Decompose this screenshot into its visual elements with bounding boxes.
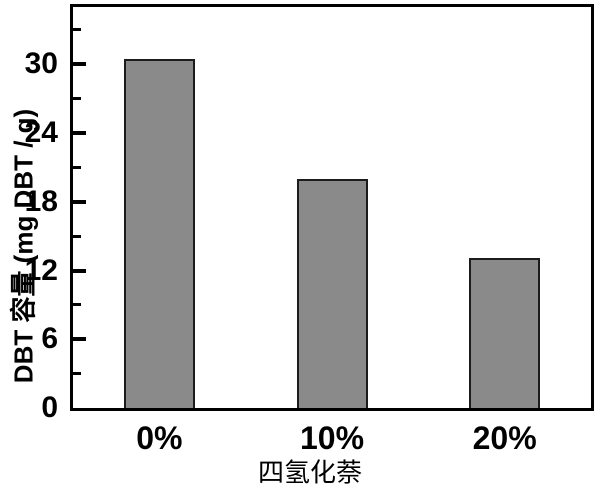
y-minor-tick: [73, 165, 81, 169]
y-major-tick: [73, 268, 86, 273]
y-tick-label: 0: [41, 391, 58, 424]
y-minor-tick: [73, 28, 81, 32]
y-tick-label: 30: [24, 47, 58, 81]
y-minor-tick: [73, 372, 81, 376]
y-major-tick: [73, 131, 86, 136]
y-major-tick: [73, 199, 86, 204]
y-minor-tick: [73, 97, 81, 101]
x-axis-title: 四氢化萘: [257, 457, 363, 488]
y-tick-label: 6: [41, 322, 58, 356]
bar-0%: [123, 58, 195, 408]
x-tick-label: 10%: [299, 420, 365, 456]
bar-20%: [469, 257, 541, 408]
y-major-tick: [73, 62, 86, 67]
plot-area: [70, 4, 594, 411]
x-tick-label: 20%: [472, 420, 537, 456]
y-tick-label: 12: [24, 253, 58, 287]
bar-10%: [296, 178, 368, 408]
y-major-tick: [73, 337, 86, 342]
y-tick-label: 18: [24, 184, 58, 218]
y-minor-tick: [73, 303, 81, 307]
y-tick-label: 24: [24, 116, 58, 150]
x-tick-label: 0%: [136, 420, 183, 456]
y-minor-tick: [73, 234, 81, 238]
